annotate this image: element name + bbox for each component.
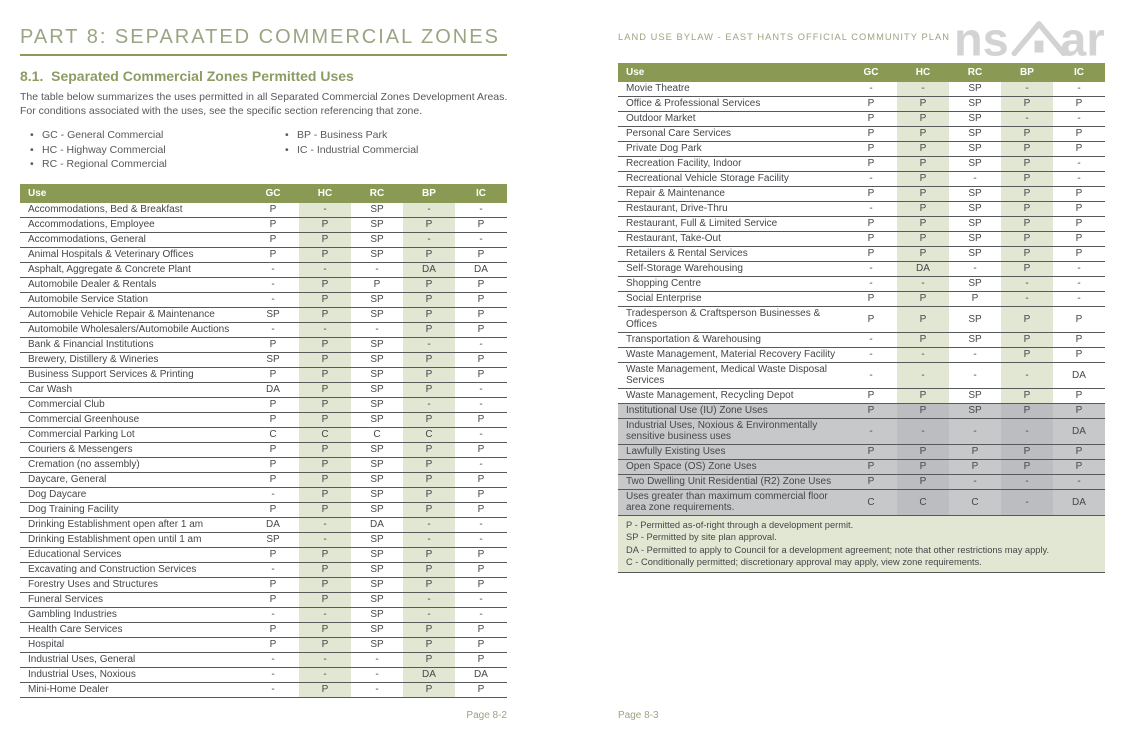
svg-text:ns: ns [954,13,1009,65]
svg-text:ar: ar [1060,13,1104,65]
